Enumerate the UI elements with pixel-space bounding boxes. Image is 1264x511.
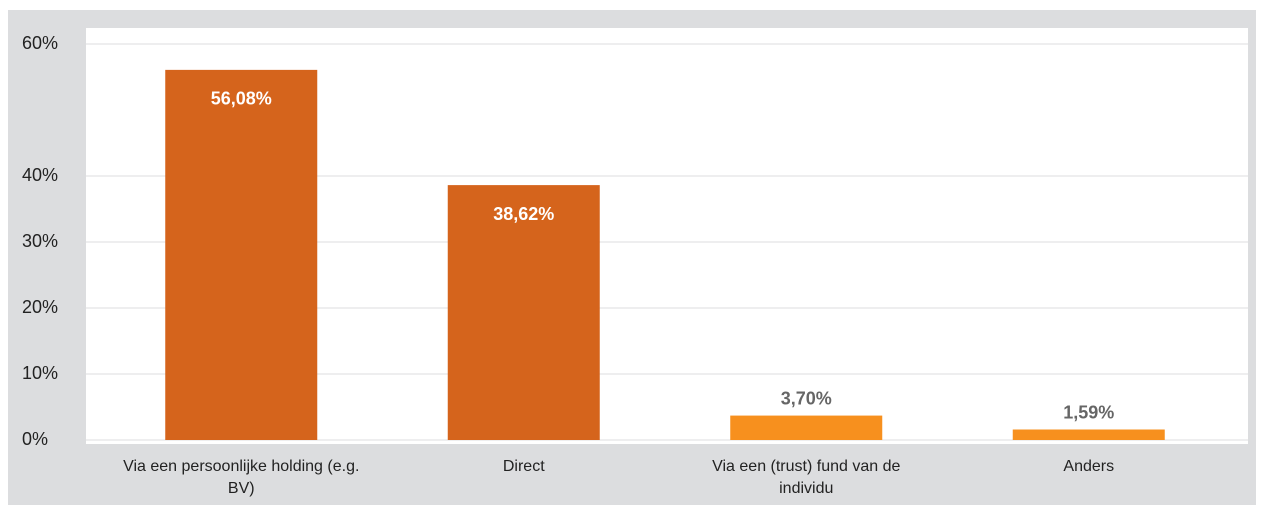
value-label: 38,62%	[493, 204, 554, 224]
y-tick-label: 10%	[22, 363, 58, 383]
x-tick-label: Anders	[1063, 458, 1115, 475]
value-label: 1,59%	[1063, 402, 1114, 422]
value-label: 3,70%	[781, 388, 832, 408]
y-tick-label: 30%	[22, 231, 58, 251]
y-tick-label: 20%	[22, 297, 58, 317]
y-tick-label: 40%	[22, 165, 58, 185]
bar	[1012, 429, 1165, 440]
x-tick-label: Via een (trust) fund van de individu	[712, 458, 901, 497]
y-tick-label: 0%	[22, 429, 48, 449]
x-tick-label: Direct	[502, 458, 545, 475]
x-tick-label: Via een persoonlijke holding (e.g. BV)	[123, 458, 360, 497]
y-tick-label: 60%	[22, 33, 58, 53]
bar	[447, 185, 600, 440]
bar	[165, 69, 318, 440]
bar	[730, 415, 883, 440]
value-label: 56,08%	[211, 89, 272, 109]
